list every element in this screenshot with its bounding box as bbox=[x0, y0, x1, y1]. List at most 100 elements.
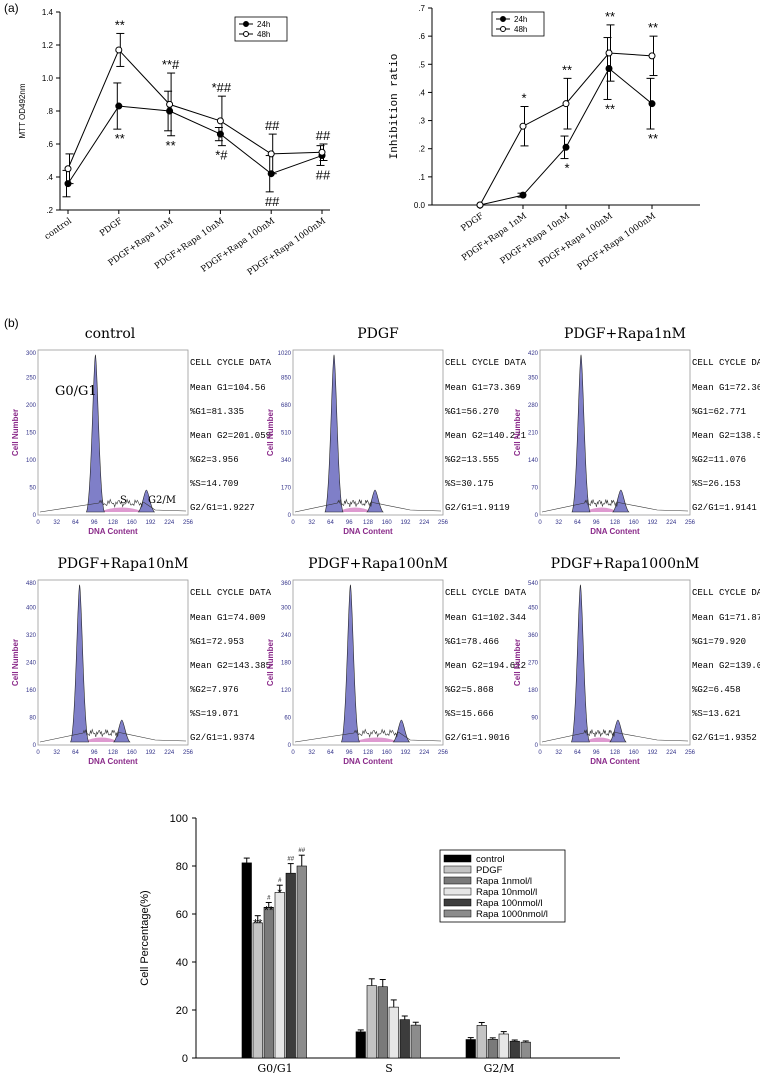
s-phase-area bbox=[83, 737, 120, 742]
cell-cycle-value: %G2=3.956 bbox=[190, 455, 239, 465]
y-tick-label: 1.2 bbox=[42, 41, 54, 50]
bar-Rapa-10nmol/l bbox=[388, 1006, 399, 1059]
cell-cycle-value: %G2=7.976 bbox=[190, 685, 239, 695]
g1-peak bbox=[85, 354, 105, 513]
cell-cycle-value: Mean G1=74.009 bbox=[190, 613, 266, 623]
significance-below: *# bbox=[215, 148, 228, 163]
x-tick-label: PDGF+Rapa 100nM bbox=[537, 211, 615, 270]
significance-below: ## bbox=[316, 167, 331, 182]
y-tick-label: 200 bbox=[26, 403, 37, 409]
legend-swatch bbox=[443, 909, 472, 918]
x-tick-label: 192 bbox=[647, 520, 658, 526]
cell-cycle-header: CELL CYCLE DATA bbox=[445, 588, 527, 598]
x-tick-label: 160 bbox=[127, 520, 138, 526]
x-tick-label: 96 bbox=[346, 750, 353, 756]
flow-panel: PDGF+Rapa10nM 480 400 320 240 160 80 00 32 64 96 12… bbox=[11, 556, 272, 766]
bar-PDGF bbox=[366, 985, 377, 1059]
data-point-24h bbox=[115, 102, 123, 110]
x-tick-label: 160 bbox=[382, 520, 393, 526]
y-tick-label: .5 bbox=[418, 60, 425, 69]
y-tick-label: 0.0 bbox=[414, 201, 426, 210]
legend-marker bbox=[243, 31, 249, 37]
x-tick-label: 160 bbox=[382, 750, 393, 756]
x-axis-label: DNA Content bbox=[343, 757, 393, 766]
y-tick-label: 140 bbox=[528, 458, 539, 464]
x-tick-label: 128 bbox=[610, 520, 621, 526]
significance-below: ** bbox=[115, 131, 125, 146]
x-tick-label: 0 bbox=[538, 750, 542, 756]
significance-above: * bbox=[521, 91, 526, 106]
x-tick-label: 256 bbox=[183, 750, 194, 756]
x-tick-label: 128 bbox=[108, 520, 119, 526]
legend-swatch bbox=[443, 854, 472, 863]
y-tick-label: 170 bbox=[281, 486, 292, 492]
legend-marker bbox=[500, 26, 506, 32]
y-tick-label: 240 bbox=[281, 633, 292, 639]
x-tick-label: 192 bbox=[400, 750, 411, 756]
s-phase-area bbox=[337, 507, 373, 512]
y-top-label: 300 bbox=[26, 351, 37, 357]
x-axis-label: DNA Content bbox=[88, 757, 138, 766]
x-tick-label: 192 bbox=[400, 520, 411, 526]
cell-cycle-value: G2/G1=1.9141 bbox=[692, 503, 757, 513]
x-tick-label: 128 bbox=[610, 750, 621, 756]
phase-label-g2m: G2/M bbox=[148, 495, 176, 506]
cell-cycle-header: CELL CYCLE DATA bbox=[190, 588, 272, 598]
histogram-envelope bbox=[294, 498, 442, 513]
bar-Rapa-1nmol/l bbox=[263, 906, 274, 1059]
legend-marker bbox=[243, 21, 249, 27]
y-tick-label: 350 bbox=[528, 376, 539, 382]
panel-title: PDGF+Rapa1000nM bbox=[551, 556, 700, 572]
phase-label-g0g1: G0/G1 bbox=[55, 384, 97, 399]
data-point-48h bbox=[115, 46, 123, 54]
panel-title: PDGF+Rapa1nM bbox=[564, 326, 686, 342]
cell-cycle-value: %G1=79.920 bbox=[692, 637, 746, 647]
x-tick-label: 0 bbox=[36, 520, 40, 526]
x-tick-label: 256 bbox=[183, 520, 194, 526]
y-tick-label: 120 bbox=[281, 688, 292, 694]
y-tick-label: 0 bbox=[33, 743, 37, 749]
data-point-24h bbox=[648, 100, 656, 108]
legend-label: Rapa 1nmol/l bbox=[476, 876, 532, 887]
y-tick-label: 60 bbox=[176, 909, 188, 921]
y-tick-label: .2 bbox=[46, 206, 53, 215]
x-tick-label: 256 bbox=[685, 520, 696, 526]
cell-cycle-value: %G2=13.555 bbox=[445, 455, 499, 465]
y-tick-label: 180 bbox=[528, 688, 539, 694]
x-tick-label: PDGF bbox=[459, 211, 485, 234]
x-axis-label: DNA Content bbox=[88, 527, 138, 536]
data-point-48h bbox=[267, 150, 275, 158]
legend-box bbox=[234, 16, 288, 42]
data-point-48h bbox=[519, 122, 527, 130]
bar-Rapa-10nmol/l bbox=[498, 1033, 509, 1059]
bar-PDGF bbox=[476, 1025, 487, 1059]
flow-panel: PDGF+Rapa1nM 420 350 280 210 140 70 00 32 64 96 128… bbox=[513, 326, 760, 536]
panel-title: control bbox=[85, 326, 136, 342]
significance-below: ** bbox=[605, 101, 615, 116]
y-tick-label: 150 bbox=[26, 431, 37, 437]
data-point-48h bbox=[318, 148, 326, 156]
g1-peak bbox=[340, 584, 360, 743]
y-tick-label: 160 bbox=[26, 688, 37, 694]
g1-peak bbox=[324, 354, 344, 513]
panel-title: PDGF bbox=[357, 326, 399, 342]
x-tick-label: 64 bbox=[72, 750, 79, 756]
x-tick-label: 32 bbox=[308, 750, 315, 756]
x-tick-label: 192 bbox=[145, 520, 156, 526]
cell-cycle-value: Mean G1=72.360 bbox=[692, 383, 760, 393]
x-tick-label: 256 bbox=[685, 750, 696, 756]
x-tick-label: 224 bbox=[666, 750, 677, 756]
cell-cycle-value: %G1=72.953 bbox=[190, 637, 244, 647]
x-tick-label: 0 bbox=[291, 750, 295, 756]
flow-panel: control 300 250 200 150 100 50 00 32 64 96 128 160 19… bbox=[11, 326, 272, 536]
y-tick-label: 100 bbox=[170, 813, 188, 825]
x-tick-label: control bbox=[43, 216, 74, 242]
significance-below: ** bbox=[648, 131, 658, 146]
legend-swatch bbox=[443, 865, 472, 874]
legend-label: 48h bbox=[514, 25, 527, 34]
y-tick-label: 320 bbox=[26, 633, 37, 639]
data-point-48h bbox=[648, 52, 656, 60]
y-tick-label: .6 bbox=[418, 32, 425, 41]
y-tick-label: 100 bbox=[26, 458, 37, 464]
bar-Rapa-10nmol/l bbox=[274, 892, 285, 1059]
